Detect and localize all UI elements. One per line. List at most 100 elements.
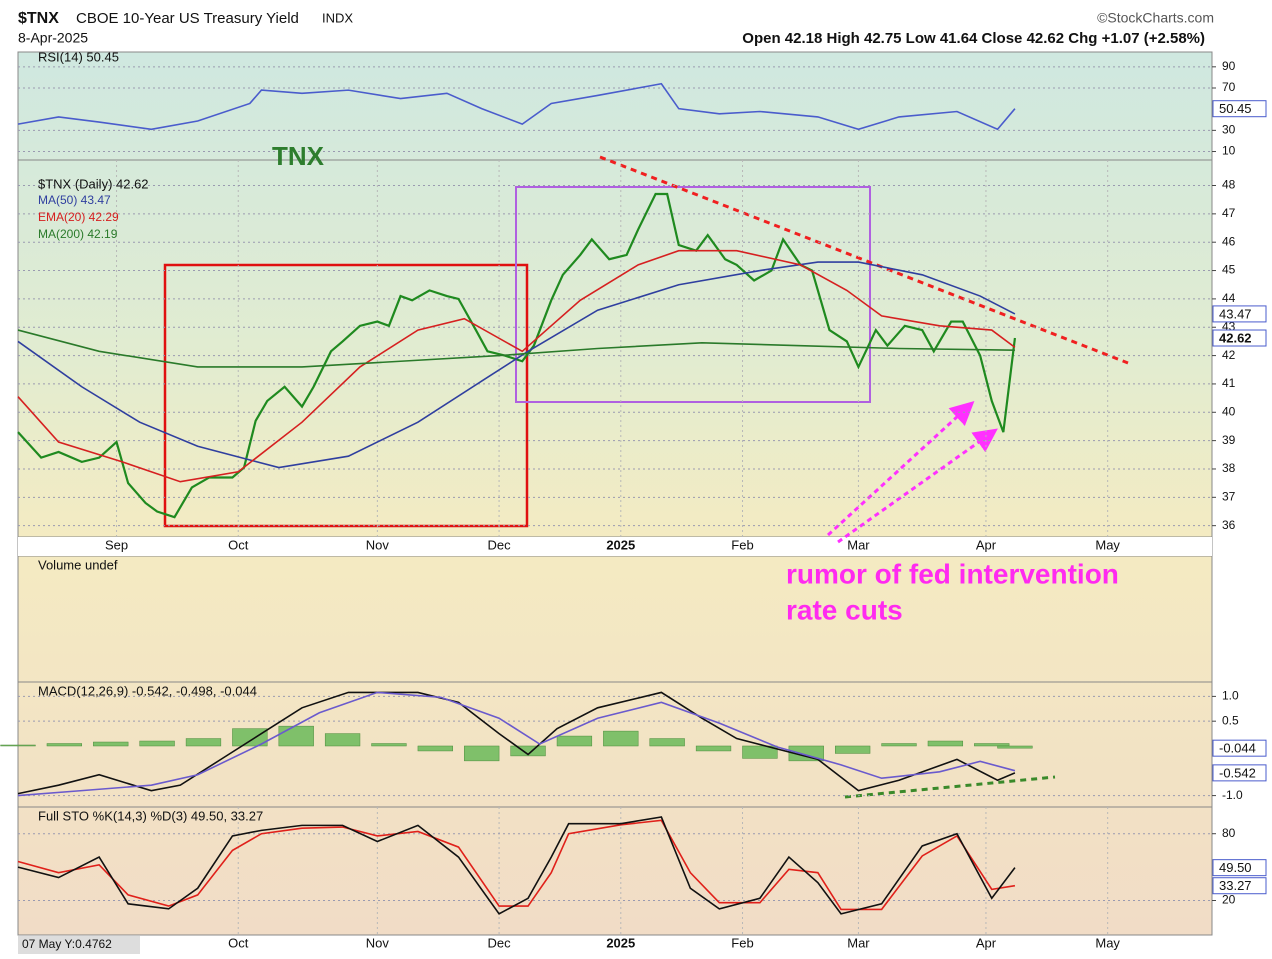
value-tag xyxy=(1212,877,1267,895)
y-tick-label: 42 xyxy=(1222,348,1236,362)
annotation: rumor of fed intervention xyxy=(786,558,1119,589)
y-tick-label: 39 xyxy=(1222,433,1236,447)
value-tag-label: -0.542 xyxy=(1219,765,1256,780)
y-tick-label: 0.5 xyxy=(1222,713,1239,727)
x-tick-label: Mar xyxy=(847,935,870,950)
x-tick-label: Sep xyxy=(105,537,128,552)
series-line xyxy=(17,329,1015,368)
value-tag xyxy=(1212,329,1267,347)
y-tick-label: 36 xyxy=(1222,518,1236,532)
credit: ©StockCharts.com xyxy=(1097,10,1214,26)
panel-title: $TNX (Daily) 42.62 xyxy=(38,176,149,191)
quote: Open 42.18 High 42.75 Low 41.64 Close 42… xyxy=(742,30,1205,47)
y-tick-label: 38 xyxy=(1222,461,1236,475)
date: 8-Apr-2025 xyxy=(18,30,88,46)
plot-background xyxy=(17,51,1213,936)
annotation: rate cuts xyxy=(786,594,903,625)
series-line xyxy=(17,691,1016,797)
histogram-bar xyxy=(139,740,175,747)
histogram-bar xyxy=(974,743,1010,747)
histogram-bar xyxy=(185,738,222,747)
footer-box xyxy=(18,936,140,954)
series-line xyxy=(17,261,1016,469)
x-tick-label: May xyxy=(1095,935,1120,950)
value-tag xyxy=(1212,100,1267,118)
histogram-bar xyxy=(835,745,871,754)
legend-entry: MA(200) 42.19 xyxy=(38,227,118,241)
series-line xyxy=(17,691,1016,795)
histogram-bar xyxy=(603,730,639,747)
value-tag-label: 49.50 xyxy=(1219,860,1252,875)
histogram-bar xyxy=(927,740,964,747)
y-tick-label: 90 xyxy=(1222,59,1236,73)
y-tick-label: 40 xyxy=(1222,404,1236,418)
axis-strip xyxy=(18,537,1212,556)
panel-title: Volume undef xyxy=(38,557,118,572)
histogram-bar xyxy=(93,741,129,747)
histogram-bar xyxy=(278,725,314,747)
series-line xyxy=(17,82,1016,131)
description: CBOE 10-Year US Treasury Yield xyxy=(76,10,299,27)
histogram-bar xyxy=(695,745,732,752)
series-line xyxy=(17,249,1016,483)
histogram-bar xyxy=(556,735,593,747)
histogram-bar xyxy=(0,744,36,747)
histogram-bar xyxy=(417,745,453,752)
histogram-bar xyxy=(742,745,778,759)
exchange: INDX xyxy=(322,10,353,25)
histogram-bar xyxy=(997,745,1033,749)
histogram-bar xyxy=(464,745,500,762)
y-tick-label: 46 xyxy=(1222,234,1236,248)
series-line xyxy=(17,816,1016,915)
x-tick-label: Oct xyxy=(228,935,249,950)
y-tick-label: 48 xyxy=(1222,178,1236,192)
y-tick-label: 47 xyxy=(1222,206,1236,220)
value-tag xyxy=(1212,305,1267,323)
legend-entry: EMA(20) 42.29 xyxy=(38,210,119,224)
x-tick-label: Nov xyxy=(366,537,390,552)
panel-title: MACD(12,26,9) -0.542, -0.498, -0.044 xyxy=(38,683,257,698)
panel-title: RSI(14) 50.45 xyxy=(38,49,119,64)
y-tick-label: 37 xyxy=(1222,489,1236,503)
value-tag-label: 43.47 xyxy=(1219,306,1252,321)
footer: 07 May Y:0.4762 xyxy=(22,937,112,951)
x-tick-label: Nov xyxy=(366,935,390,950)
x-tick-label: Apr xyxy=(976,537,997,552)
value-tag xyxy=(1212,764,1267,782)
value-tag-label: -0.044 xyxy=(1219,741,1256,756)
x-tick-label: Apr xyxy=(976,935,997,950)
y-tick-label: 30 xyxy=(1222,123,1236,137)
histogram-bar xyxy=(881,743,917,747)
x-tick-label: Dec xyxy=(488,935,512,950)
x-tick-label: 2025 xyxy=(606,935,635,950)
x-tick-label: Dec xyxy=(488,537,512,552)
value-tag-label: 33.27 xyxy=(1219,878,1252,893)
legend-entry: MA(50) 43.47 xyxy=(38,193,111,207)
y-tick-label: 45 xyxy=(1222,263,1236,277)
x-tick-label: Oct xyxy=(228,537,249,552)
y-tick-label: 44 xyxy=(1222,291,1236,305)
x-tick-label: Mar xyxy=(847,537,870,552)
y-tick-label: -1.0 xyxy=(1222,788,1243,802)
histogram-bar xyxy=(232,728,268,747)
annotation: TNX xyxy=(272,141,325,171)
y-tick-label: 20 xyxy=(1222,893,1236,907)
y-tick-label: 10 xyxy=(1222,144,1236,158)
value-tag xyxy=(1212,739,1267,757)
annotation-shapes xyxy=(163,155,1129,799)
x-tick-label: May xyxy=(1095,537,1120,552)
value-tag-label: 50.45 xyxy=(1219,101,1252,116)
histogram-bar xyxy=(649,738,685,747)
panel-title: Full STO %K(14,3) %D(3) 49.50, 33.27 xyxy=(38,808,263,823)
value-tag-label: 42.62 xyxy=(1219,330,1252,345)
value-tag xyxy=(1212,859,1267,877)
y-tick-label: 70 xyxy=(1222,80,1236,94)
y-tick-label: 1.0 xyxy=(1222,689,1239,703)
histogram-bar xyxy=(324,733,361,747)
x-tick-label: 2025 xyxy=(606,537,635,552)
x-tick-label: Feb xyxy=(731,537,753,552)
symbol: $TNX xyxy=(18,10,59,27)
y-tick-label: 41 xyxy=(1222,376,1236,390)
histogram-bar xyxy=(510,745,546,757)
